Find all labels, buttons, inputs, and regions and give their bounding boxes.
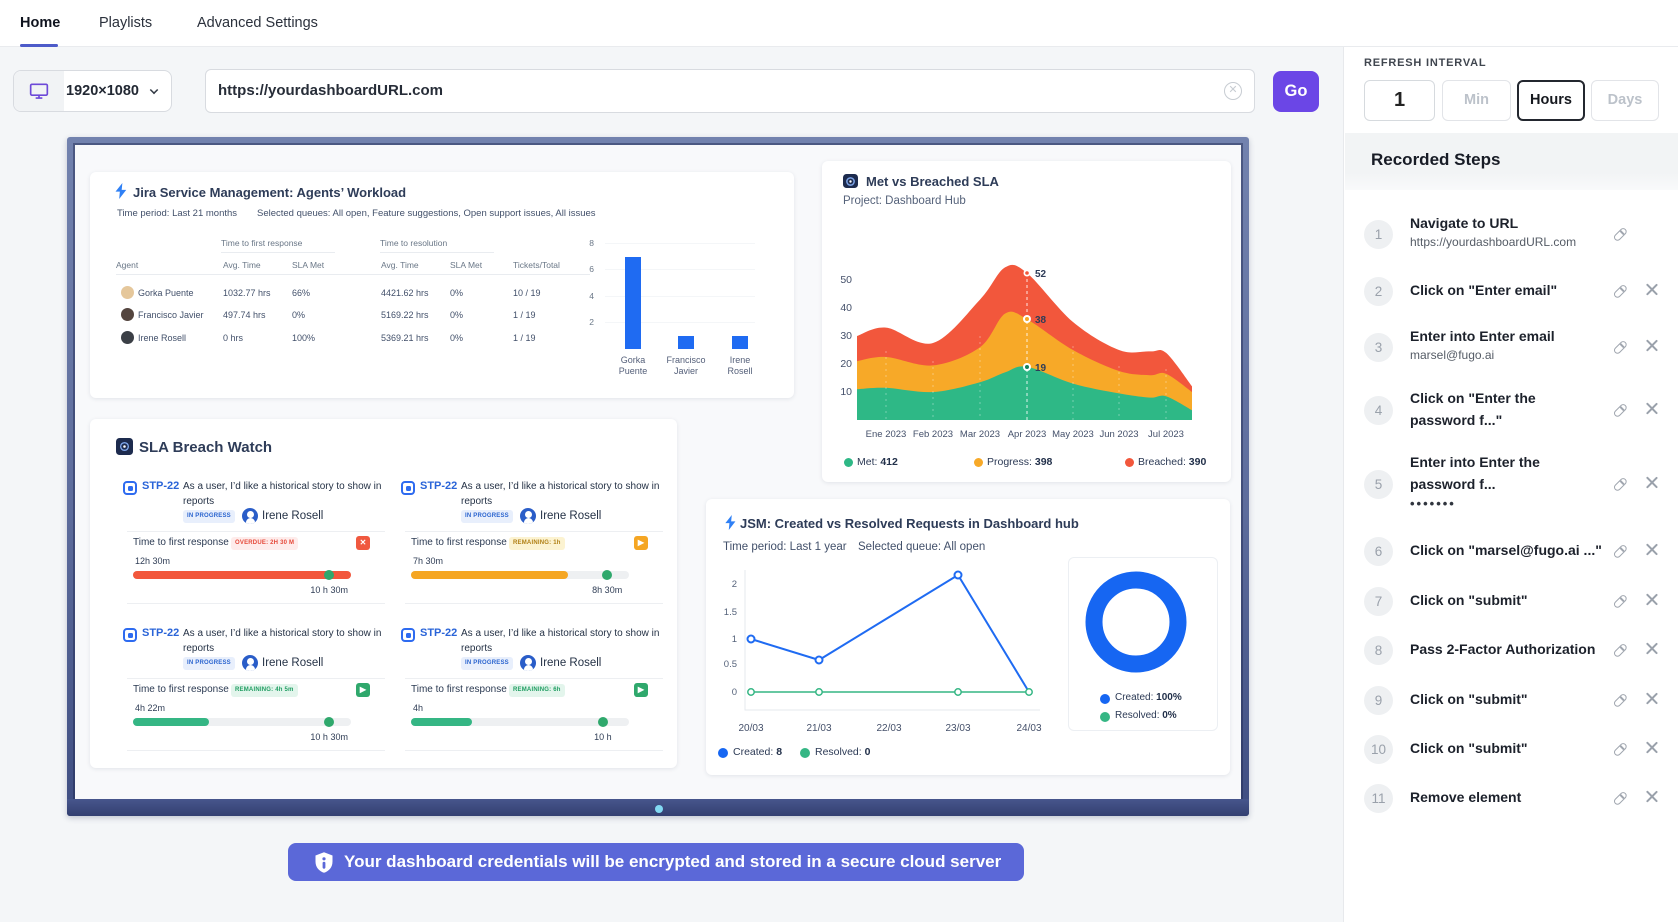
svg-text:30: 30	[840, 330, 852, 342]
svg-text:Feb 2023: Feb 2023	[913, 429, 953, 440]
svg-text:20/03: 20/03	[738, 723, 763, 734]
svg-text:50: 50	[840, 274, 852, 286]
svg-text:1: 1	[732, 634, 737, 645]
svg-text:0: 0	[732, 687, 737, 698]
svg-text:Jul 2023: Jul 2023	[1148, 429, 1184, 440]
svg-text:Jun 2023: Jun 2023	[1099, 429, 1138, 440]
svg-text:Apr 2023: Apr 2023	[1008, 429, 1047, 440]
svg-text:21/03: 21/03	[806, 723, 831, 734]
svg-text:52: 52	[1035, 269, 1047, 280]
svg-text:23/03: 23/03	[945, 723, 970, 734]
svg-text:1.5: 1.5	[724, 607, 737, 618]
svg-text:2: 2	[732, 579, 737, 590]
svg-text:24/03: 24/03	[1016, 723, 1041, 734]
svg-text:10: 10	[840, 386, 852, 398]
svg-text:40: 40	[840, 302, 852, 314]
svg-text:19: 19	[1035, 363, 1047, 374]
svg-text:May 2023: May 2023	[1052, 429, 1094, 440]
svg-text:Mar 2023: Mar 2023	[960, 429, 1000, 440]
svg-text:Ene 2023: Ene 2023	[866, 429, 907, 440]
svg-text:38: 38	[1035, 315, 1047, 326]
svg-text:22/03: 22/03	[876, 723, 901, 734]
svg-text:0.5: 0.5	[724, 659, 737, 670]
svg-text:20: 20	[840, 358, 852, 370]
